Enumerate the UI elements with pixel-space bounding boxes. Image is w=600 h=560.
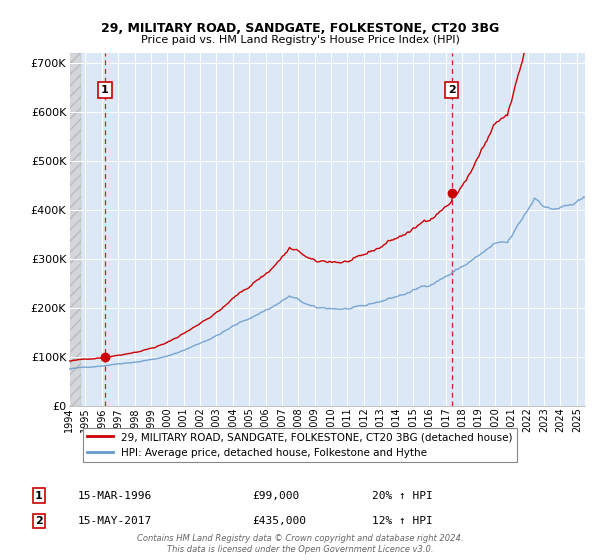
Text: 1: 1 bbox=[101, 85, 109, 95]
Bar bbox=[69, 53, 81, 406]
Text: 2: 2 bbox=[35, 516, 43, 526]
Text: £435,000: £435,000 bbox=[252, 516, 306, 526]
Text: Contains HM Land Registry data © Crown copyright and database right 2024.
This d: Contains HM Land Registry data © Crown c… bbox=[137, 534, 463, 554]
Text: 15-MAY-2017: 15-MAY-2017 bbox=[78, 516, 152, 526]
Legend: 29, MILITARY ROAD, SANDGATE, FOLKESTONE, CT20 3BG (detached house), HPI: Average: 29, MILITARY ROAD, SANDGATE, FOLKESTONE,… bbox=[83, 428, 517, 462]
Text: 15-MAR-1996: 15-MAR-1996 bbox=[78, 491, 152, 501]
Text: 20% ↑ HPI: 20% ↑ HPI bbox=[372, 491, 433, 501]
Text: 29, MILITARY ROAD, SANDGATE, FOLKESTONE, CT20 3BG: 29, MILITARY ROAD, SANDGATE, FOLKESTONE,… bbox=[101, 22, 499, 35]
Text: Price paid vs. HM Land Registry's House Price Index (HPI): Price paid vs. HM Land Registry's House … bbox=[140, 35, 460, 45]
Text: 1: 1 bbox=[35, 491, 43, 501]
Text: £99,000: £99,000 bbox=[252, 491, 299, 501]
Text: 12% ↑ HPI: 12% ↑ HPI bbox=[372, 516, 433, 526]
Text: 2: 2 bbox=[448, 85, 455, 95]
